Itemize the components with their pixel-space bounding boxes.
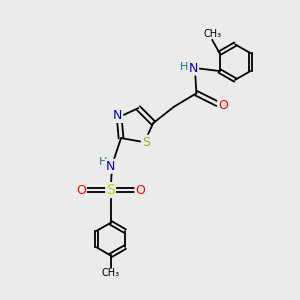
Text: O: O [76,184,86,196]
Text: CH₃: CH₃ [203,29,221,40]
Text: N: N [113,109,122,122]
Text: CH₃: CH₃ [102,268,120,278]
Text: N: N [189,61,198,74]
Text: S: S [106,183,115,197]
Text: S: S [142,136,150,149]
Text: O: O [135,184,145,196]
Text: H: H [98,158,107,167]
Text: N: N [106,160,115,173]
Text: H: H [180,61,189,72]
Text: O: O [218,99,228,112]
